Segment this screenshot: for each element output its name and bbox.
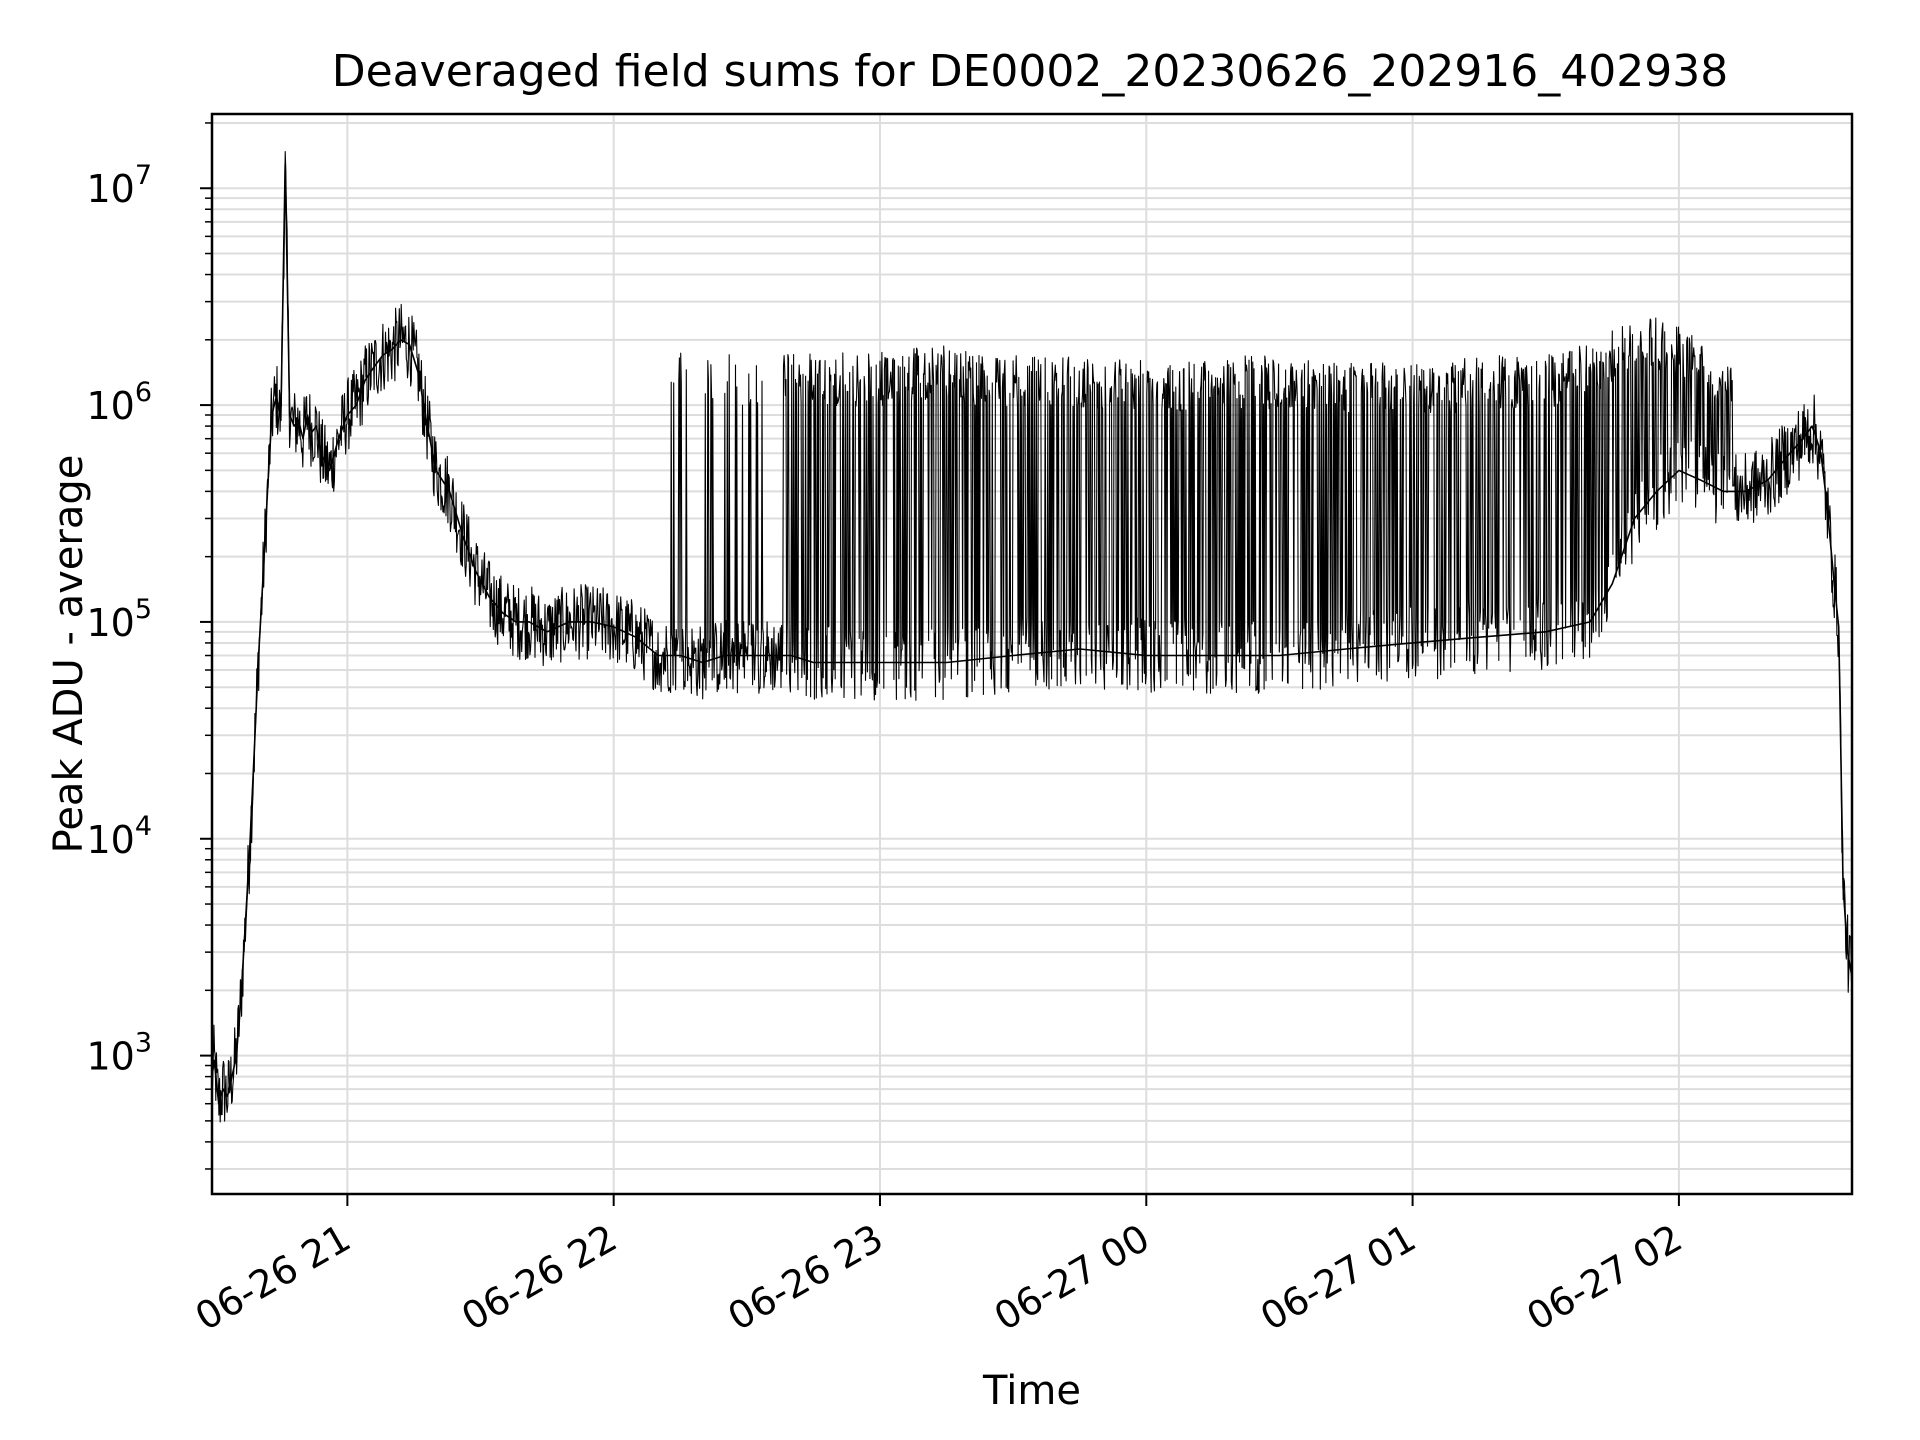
y-axis-label: Peak ADU - average <box>46 455 92 854</box>
plot-frame <box>210 112 1854 1196</box>
series-line-detail <box>211 150 1853 1123</box>
chart-title: Deaveraged field sums for DE0002_2023062… <box>332 46 1729 97</box>
y-tick-label: 106 <box>86 377 152 428</box>
y-tick-label: 107 <box>86 160 152 211</box>
y-tick-label: 105 <box>86 594 152 645</box>
data-layer <box>211 150 1853 1123</box>
y-tick-label: 103 <box>86 1028 152 1079</box>
x-axis-label: Time <box>982 1368 1081 1414</box>
y-tick-label: 104 <box>86 811 152 862</box>
